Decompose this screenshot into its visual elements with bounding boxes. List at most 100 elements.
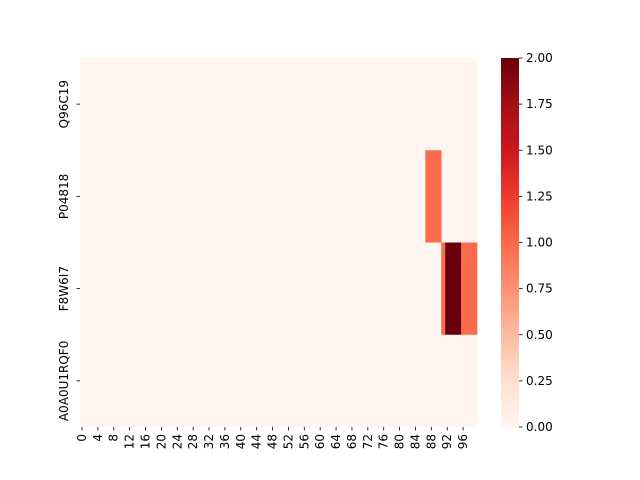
- colorbar-segment: [501, 329, 519, 332]
- colorbar-segment: [501, 189, 519, 192]
- colorbar-segment: [501, 176, 519, 179]
- colorbar-tick-label: 1.50: [526, 143, 553, 157]
- colorbar-segment: [501, 231, 519, 234]
- colorbar-segment: [501, 163, 519, 166]
- colorbar-segment: [501, 336, 519, 340]
- colorbar-segment: [501, 377, 519, 380]
- x-tick-labels: 0 4 8 12 16 20 24 28 32 36 40 44 48 52 56 60 64 68 72 76 80 8…: [75, 427, 470, 449]
- colorbar-segment: [501, 297, 519, 301]
- colorbar-segment: [501, 316, 519, 319]
- colorbar-segment: [501, 105, 519, 109]
- x-tick-label: 32: [202, 434, 216, 449]
- colorbar-segment: [501, 342, 519, 345]
- colorbar-segment: [501, 351, 519, 354]
- heatmap-cell: [425, 150, 430, 243]
- x-tick-label: 76: [377, 434, 391, 449]
- colorbar-segment: [501, 152, 519, 155]
- colorbar-segment: [501, 308, 519, 312]
- colorbar-segment: [501, 264, 519, 268]
- colorbar-segment: [501, 355, 519, 358]
- colorbar-segment: [501, 371, 519, 375]
- colorbar: [501, 58, 519, 428]
- colorbar-segment: [501, 58, 519, 61]
- colorbar-segment: [501, 395, 519, 399]
- colorbar-segment: [501, 331, 519, 334]
- colorbar-segment: [501, 141, 519, 144]
- colorbar-segment: [501, 251, 519, 255]
- colorbar-tick-label: 0.25: [526, 374, 553, 388]
- x-tick-label: 0: [75, 434, 89, 442]
- colorbar-segment: [501, 410, 519, 413]
- heatmap-cell: [473, 242, 478, 335]
- colorbar-segment: [501, 148, 519, 151]
- colorbar-segment: [501, 347, 519, 351]
- colorbar-segment: [501, 406, 519, 410]
- x-tick-label: 60: [313, 434, 327, 449]
- colorbar-segment: [501, 203, 519, 207]
- x-tick-label: 52: [281, 434, 295, 449]
- colorbar-segment: [501, 353, 519, 356]
- heatmap-cell: [429, 150, 434, 243]
- colorbar-segment: [501, 216, 519, 220]
- colorbar-segment: [501, 181, 519, 185]
- heatmap-cell: [469, 242, 474, 335]
- colorbar-segment: [501, 212, 519, 216]
- colorbar-segment: [501, 266, 519, 269]
- colorbar-segment: [501, 373, 519, 376]
- colorbar-segment: [501, 323, 519, 327]
- colorbar-segment: [501, 390, 519, 393]
- colorbar-segment: [501, 98, 519, 102]
- colorbar-segment: [501, 139, 519, 142]
- x-tick-label: 8: [107, 434, 121, 442]
- colorbar-segment: [501, 349, 519, 352]
- colorbar-segment: [501, 286, 519, 290]
- row-tick-label: A0A0U1RQF0: [57, 341, 71, 421]
- row-tick-label: P04818: [57, 174, 71, 219]
- colorbar-segment: [501, 115, 519, 118]
- colorbar-segment: [501, 205, 519, 209]
- row-tick-label: Q96C19: [57, 80, 71, 128]
- colorbar-segment: [501, 358, 519, 362]
- colorbar-segment: [501, 314, 519, 317]
- colorbar-segment: [501, 244, 519, 247]
- colorbar-segment: [501, 391, 519, 395]
- colorbar-segment: [501, 305, 519, 308]
- colorbar-segment: [501, 100, 519, 103]
- colorbar-segment: [501, 403, 519, 406]
- colorbar-segment: [501, 340, 519, 343]
- colorbar-segment: [501, 259, 519, 262]
- colorbar-segment: [501, 102, 519, 105]
- row-tick-labels: Q96C19 P04818 F8W6I7 A0A0U1RQF0: [57, 80, 80, 421]
- heatmap-cell: [445, 242, 450, 335]
- colorbar-segment: [501, 200, 519, 203]
- colorbar-segment: [501, 70, 519, 74]
- colorbar-segment: [501, 229, 519, 233]
- colorbar-segment: [501, 296, 519, 299]
- colorbar-segment: [501, 129, 519, 133]
- colorbar-segment: [501, 382, 519, 386]
- colorbar-segment: [501, 146, 519, 149]
- colorbar-segment: [501, 277, 519, 280]
- x-tick-label: 28: [186, 434, 200, 449]
- colorbar-segment: [501, 292, 519, 295]
- colorbar-segment: [501, 190, 519, 194]
- colorbar-segment: [501, 80, 519, 83]
- colorbar-segment: [501, 194, 519, 197]
- colorbar-segment: [501, 155, 519, 159]
- colorbar-segment: [501, 364, 519, 367]
- colorbar-tick-label: 2.00: [526, 51, 553, 65]
- colorbar-segment: [501, 312, 519, 316]
- colorbar-segment: [501, 120, 519, 124]
- colorbar-segment: [501, 268, 519, 271]
- colorbar-tick-label: 1.25: [526, 189, 553, 203]
- heatmap-cell: [465, 242, 470, 335]
- x-tick-label: 88: [424, 434, 438, 449]
- colorbar-segment: [501, 414, 519, 417]
- colorbar-segment: [501, 281, 519, 284]
- colorbar-segment: [501, 113, 519, 116]
- colorbar-segment: [501, 284, 519, 288]
- colorbar-segment: [501, 240, 519, 244]
- colorbar-segment: [501, 246, 519, 249]
- colorbar-segment: [501, 325, 519, 328]
- colorbar-segment: [501, 275, 519, 279]
